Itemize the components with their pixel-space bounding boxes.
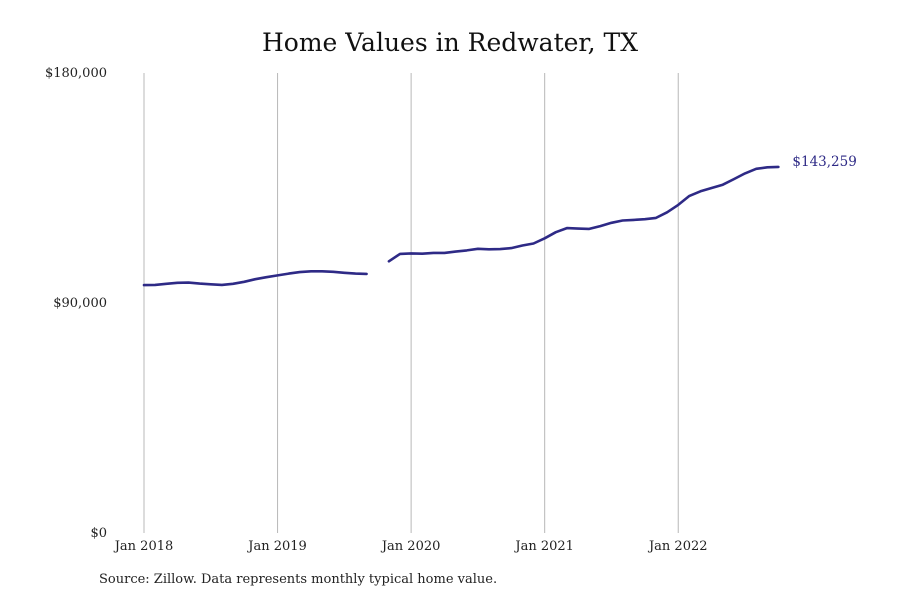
y-tick-label: $180,000 — [45, 66, 107, 81]
source-note: Source: Zillow. Data represents monthly … — [99, 572, 498, 587]
x-tick-label: Jan 2018 — [113, 539, 174, 554]
last-value-label: $143,259 — [792, 154, 856, 170]
chart-title: Home Values in Redwater, TX — [261, 28, 638, 57]
grid-layer — [143, 73, 679, 533]
y-axis-labels: $0 $90,000 $180,000 — [45, 66, 107, 541]
x-tick-label: Jan 2021 — [513, 539, 574, 554]
y-tick-label: $0 — [90, 526, 107, 541]
x-tick-label: Jan 2020 — [380, 539, 441, 554]
x-tick-label: Jan 2019 — [246, 539, 307, 554]
y-tick-label: $90,000 — [53, 296, 107, 311]
data-labels: $143,259 — [792, 154, 856, 170]
x-axis-labels: Jan 2018 Jan 2019 Jan 2020 Jan 2021 Jan 2022 — [113, 539, 708, 554]
series-lines — [142, 165, 780, 287]
series-line-segment-1 — [387, 165, 780, 263]
series-line-segment-0 — [142, 269, 368, 287]
x-tick-label: Jan 2022 — [647, 539, 708, 554]
